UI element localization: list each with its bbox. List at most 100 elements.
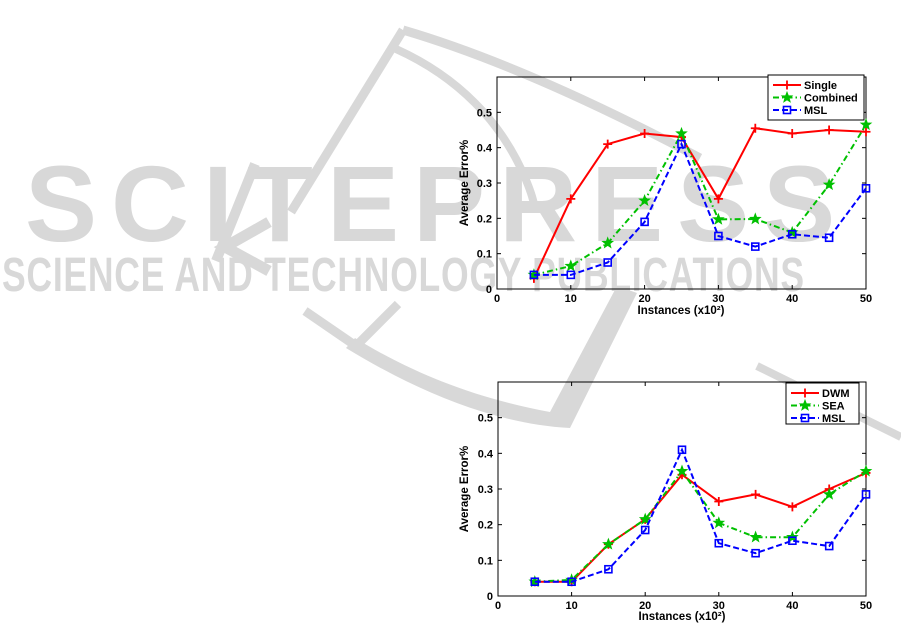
star-marker-icon bbox=[564, 259, 578, 272]
legend-label: MSL bbox=[804, 105, 828, 117]
square-marker-icon bbox=[751, 548, 760, 558]
star-marker-icon bbox=[859, 118, 873, 131]
plus-marker-icon bbox=[787, 502, 797, 512]
top-error-chart: 0 10 20 30 40 50 0 0.1 0.2 0.3 0.4 0.5 Instances (x1… bbox=[450, 58, 901, 325]
square-marker-icon bbox=[566, 270, 576, 280]
plus-marker-icon bbox=[566, 194, 576, 204]
y-tick-label: 0.2 bbox=[477, 213, 492, 225]
series-line-Single bbox=[532, 127, 867, 279]
plus-marker-icon bbox=[640, 129, 650, 139]
y-tick-label: 0 bbox=[486, 284, 492, 296]
square-marker-icon bbox=[530, 577, 540, 587]
star-marker-icon bbox=[712, 212, 725, 225]
logo-chevron bbox=[213, 217, 272, 276]
logo-ribbon-inner-arc bbox=[394, 45, 539, 211]
square-marker-icon bbox=[603, 258, 612, 267]
y-tick-label: 0.1 bbox=[477, 249, 492, 261]
star-marker-icon bbox=[601, 236, 615, 249]
logo-checkmark bbox=[302, 300, 402, 352]
square-marker-icon bbox=[604, 564, 613, 574]
legend-label: MSL bbox=[822, 413, 846, 425]
legend-label: Single bbox=[804, 80, 837, 92]
logo-ribbon-outer-arc bbox=[401, 25, 703, 162]
x-tick-label: 10 bbox=[565, 600, 577, 612]
square-marker-icon bbox=[824, 541, 834, 551]
square-marker-icon bbox=[788, 536, 797, 546]
legend-label: SEA bbox=[822, 401, 845, 413]
logo-ribbon-left-edge bbox=[287, 27, 407, 215]
plus-marker-icon bbox=[750, 123, 760, 133]
star-marker-icon bbox=[712, 516, 726, 529]
x-tick-label: 10 bbox=[565, 293, 577, 305]
star-marker-icon bbox=[859, 464, 873, 477]
bottom-error-chart: 0 10 20 30 40 50 0 0.1 0.2 0.3 0.4 0.5 Instances (x1… bbox=[450, 365, 901, 630]
y-axis-label: Average Error% bbox=[459, 446, 471, 533]
y-tick-label: 0.1 bbox=[478, 555, 493, 567]
square-marker-icon bbox=[714, 231, 723, 241]
plus-marker-icon bbox=[714, 496, 724, 506]
y-tick-label: 0 bbox=[487, 591, 493, 603]
star-marker-icon bbox=[748, 212, 762, 225]
x-axis-label: Instances (x10²) bbox=[638, 305, 725, 317]
top-chart-canvas: 0 10 20 30 40 50 0 0.1 0.2 0.3 0.4 0.5 Instances (x1… bbox=[459, 74, 873, 317]
x-tick-label: 40 bbox=[786, 293, 798, 305]
square-marker-icon bbox=[640, 525, 650, 535]
x-axis-label: Instances (x10²) bbox=[639, 611, 726, 623]
square-marker-icon bbox=[640, 217, 649, 227]
y-tick-label: 0.3 bbox=[478, 484, 493, 496]
x-tick-label: 50 bbox=[860, 293, 872, 305]
square-marker-icon bbox=[800, 413, 810, 423]
x-tick-label: 0 bbox=[494, 293, 500, 305]
watermark-subtitle: SCIENCE AND TECHNOLOGY PUBLICATIONS bbox=[2, 249, 805, 302]
square-marker-icon bbox=[714, 538, 724, 548]
y-tick-label: 0.2 bbox=[478, 520, 493, 532]
star-marker-icon bbox=[638, 194, 651, 207]
square-marker-icon bbox=[782, 105, 792, 115]
square-marker-icon bbox=[861, 184, 871, 193]
series-line-DWM bbox=[534, 472, 867, 583]
legend-box bbox=[785, 382, 860, 425]
star-marker-icon bbox=[822, 178, 836, 191]
plus-marker-icon bbox=[782, 80, 792, 90]
plus-marker-icon bbox=[787, 129, 797, 139]
square-marker-icon bbox=[824, 233, 834, 243]
y-axis-label: Average Error% bbox=[459, 140, 471, 227]
y-tick-label: 0.4 bbox=[478, 448, 494, 460]
plus-marker-icon bbox=[603, 139, 613, 149]
y-tick-label: 0.5 bbox=[477, 107, 492, 119]
plus-marker-icon bbox=[713, 194, 723, 204]
x-tick-label: 20 bbox=[639, 600, 651, 612]
square-marker-icon bbox=[861, 490, 871, 499]
bottom-chart-canvas: 0 10 20 30 40 50 0 0.1 0.2 0.3 0.4 0.5 Instances (x1… bbox=[459, 381, 873, 623]
star-marker-icon bbox=[602, 537, 615, 550]
plus-marker-icon bbox=[861, 127, 871, 137]
x-tick-label: 20 bbox=[638, 293, 650, 305]
star-marker-icon bbox=[780, 90, 794, 103]
plus-marker-icon bbox=[824, 125, 834, 135]
series-line-MSL bbox=[533, 141, 867, 276]
logo-swoosh-band bbox=[346, 286, 637, 428]
square-marker-icon bbox=[567, 577, 576, 587]
star-marker-icon bbox=[798, 398, 812, 411]
x-tick-label: 0 bbox=[495, 600, 501, 612]
series-line-MSL bbox=[534, 447, 867, 583]
star-marker-icon bbox=[822, 487, 836, 500]
y-tick-label: 0.4 bbox=[477, 143, 493, 155]
plus-marker-icon bbox=[751, 489, 761, 499]
star-marker-icon bbox=[638, 512, 652, 525]
y-tick-label: 0.3 bbox=[477, 178, 492, 190]
plus-marker-icon bbox=[800, 388, 810, 398]
series-line-SEA bbox=[534, 469, 867, 583]
x-tick-label: 30 bbox=[713, 600, 725, 612]
star-marker-icon bbox=[675, 126, 688, 139]
y-tick-label: 0.5 bbox=[478, 413, 493, 425]
legend-label: Combined bbox=[804, 93, 858, 105]
square-marker-icon bbox=[677, 445, 687, 455]
legend-label: DWM bbox=[822, 388, 850, 400]
star-marker-icon bbox=[749, 530, 762, 543]
square-marker-icon bbox=[677, 139, 686, 149]
series-line-Combined bbox=[533, 124, 867, 276]
x-tick-label: 40 bbox=[786, 600, 798, 612]
